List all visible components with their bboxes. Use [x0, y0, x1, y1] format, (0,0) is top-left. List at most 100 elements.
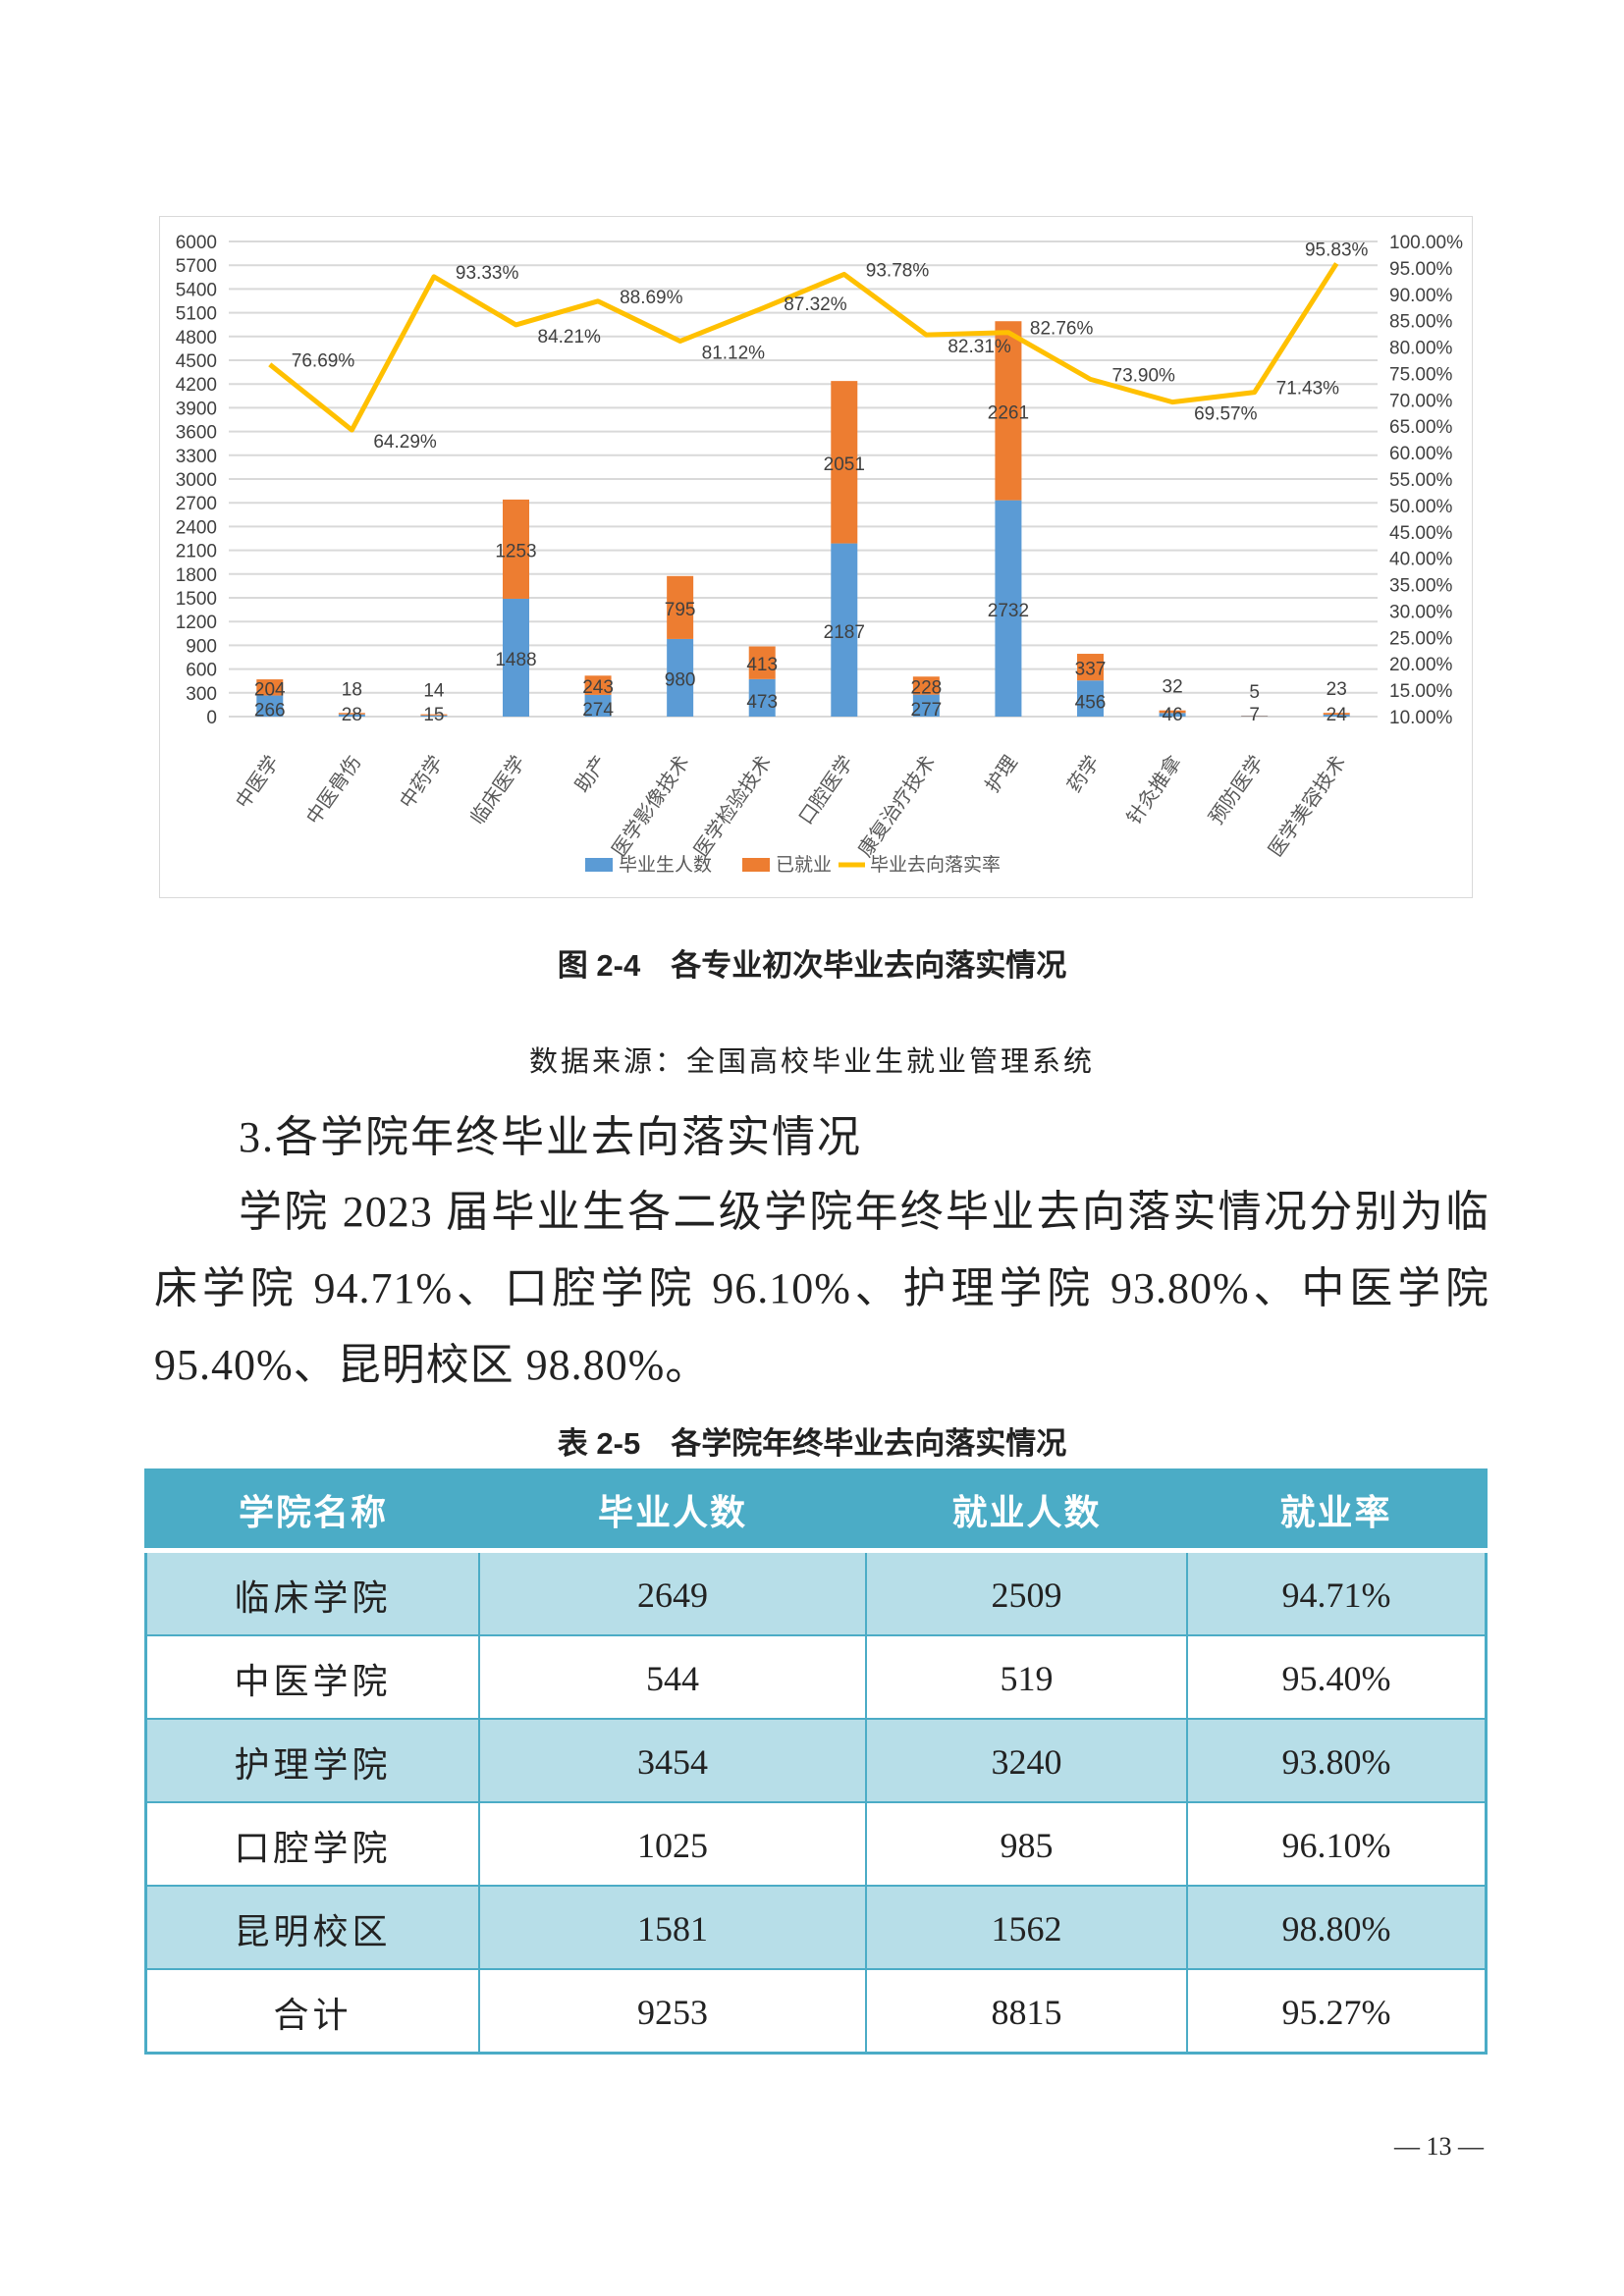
- bar-graduates-label: 46: [1163, 705, 1183, 725]
- bar-graduates-label: 277: [911, 700, 943, 721]
- chart-container: 0 300 600 900 1200 1500 1800 2100 2400 2700 3000 33…: [159, 216, 1473, 898]
- cell-graduates: 1025: [478, 1801, 867, 1887]
- y-right-tick-label: 90.00%: [1389, 286, 1453, 306]
- y-left-tick-label: 5700: [176, 256, 217, 277]
- y-right-tick-label: 45.00%: [1389, 523, 1453, 544]
- bar-employed: [584, 675, 612, 695]
- bar-graduates: [338, 714, 365, 717]
- bar-graduates-label: 1488: [495, 650, 536, 670]
- x-tick-label: 针灸推拿: [1121, 751, 1186, 828]
- cell-rate: 98.80%: [1186, 1885, 1488, 1970]
- y-left-tick-label: 3900: [176, 399, 217, 419]
- y-left-tick-label: 4200: [176, 375, 217, 396]
- bar-graduates: [1241, 716, 1269, 717]
- cell-college: 口腔学院: [144, 1801, 480, 1887]
- bar-graduates: [667, 638, 694, 717]
- bar-employed: [831, 381, 858, 544]
- line-data-label: 71.43%: [1276, 379, 1340, 400]
- legend-swatch-graduates: [585, 858, 613, 872]
- legend-label-rate: 毕业去向落实率: [870, 854, 1001, 876]
- y-right-tick-label: 25.00%: [1389, 628, 1453, 649]
- legend-label-employed: 已就业: [776, 854, 832, 876]
- line-data-label: 93.33%: [456, 263, 519, 284]
- y-right-tick-label: 60.00%: [1389, 444, 1453, 464]
- line-data-label: 82.76%: [1030, 319, 1094, 340]
- bar-employed: [748, 646, 776, 679]
- header-employed: 就业人数: [866, 1469, 1187, 1553]
- y-left-tick-label: 3600: [176, 423, 217, 444]
- bar-employed-label: 204: [254, 679, 286, 700]
- x-tick-label: 护理: [981, 752, 1022, 797]
- line-data-label: 64.29%: [373, 432, 437, 453]
- bar-graduates: [1323, 715, 1350, 717]
- bar-graduates-label: 456: [1075, 693, 1107, 714]
- bar-employed-label: 18: [342, 679, 362, 700]
- y-left-tick-label: 1500: [176, 589, 217, 610]
- x-tick-label: 医学美容技术: [1264, 752, 1350, 861]
- x-tick-label: 康复治疗技术: [854, 752, 941, 861]
- cell-employed: 2509: [865, 1549, 1188, 1636]
- cell-college: 合计: [144, 1968, 480, 2055]
- bar-employed-label: 5: [1249, 682, 1260, 703]
- figure-source: 数据来源：全国高校毕业生就业管理系统: [528, 1046, 1095, 1078]
- y-left-tick-label: 600: [186, 661, 217, 681]
- y-left-tick-label: 3000: [176, 470, 217, 491]
- college-employment-table: 学院名称 毕业人数 就业人数 就业率 临床学院 2649 2509 94.71% 中医学…: [144, 1468, 1488, 2055]
- section-heading: 3.各学院年终毕业去向落实情况: [239, 1113, 862, 1161]
- bar-employed-label: 2261: [988, 402, 1029, 423]
- y-left-tick-label: 4500: [176, 351, 217, 372]
- bar-graduates-label: 2187: [824, 622, 865, 643]
- x-tick-label: 中药学: [396, 752, 448, 813]
- bar-graduates-label: 2732: [988, 601, 1029, 621]
- cell-college: 昆明校区: [144, 1885, 480, 1970]
- table-row: 护理学院 3454 3240 93.80%: [144, 1718, 1488, 1803]
- y-right-tick-label: 50.00%: [1389, 497, 1453, 517]
- x-tick-label: 口腔医学: [794, 752, 858, 829]
- bar-graduates: [995, 500, 1022, 717]
- cell-college: 临床学院: [144, 1549, 480, 1636]
- cell-rate: 95.27%: [1186, 1968, 1488, 2055]
- y-left-tick-label: 5100: [176, 304, 217, 325]
- stacked-bar-line-chart: 0 300 600 900 1200 1500 1800 2100 2400 2700 3000 33…: [176, 233, 1463, 876]
- cell-employed: 519: [865, 1634, 1188, 1720]
- y-right-tick-label: 100.00%: [1389, 233, 1463, 253]
- y-left-tick-label: 1200: [176, 613, 217, 633]
- cell-rate: 94.71%: [1186, 1549, 1488, 1636]
- bar-employed-label: 1253: [495, 541, 536, 561]
- header-rate: 就业率: [1187, 1469, 1487, 1553]
- line-data-label: 84.21%: [538, 327, 602, 347]
- y-left-tick-label: 5400: [176, 280, 217, 300]
- bar-employed-label: 23: [1326, 679, 1347, 700]
- cell-rate: 95.40%: [1186, 1634, 1488, 1720]
- bar-graduates-label: 28: [342, 705, 362, 725]
- cell-rate: 93.80%: [1186, 1718, 1488, 1803]
- bar-employed: [912, 676, 940, 695]
- bar-graduates-label: 274: [582, 700, 614, 721]
- bar-employed: [1323, 713, 1350, 716]
- cell-graduates: 2649: [478, 1549, 867, 1636]
- bar-graduates-label: 266: [254, 700, 286, 721]
- cell-graduates: 3454: [478, 1718, 867, 1803]
- bar-graduates: [420, 715, 448, 717]
- x-tick-label: 中医骨伤: [302, 752, 366, 829]
- bar-employed: [338, 713, 365, 715]
- y-left-tick-label: 6000: [176, 233, 217, 253]
- bar-graduates: [748, 678, 776, 717]
- bar-employed-label: 337: [1075, 660, 1107, 680]
- bar-employed-label: 2051: [824, 454, 865, 475]
- y-right-tick-label: 75.00%: [1389, 364, 1453, 385]
- cell-graduates: 544: [478, 1634, 867, 1720]
- header-graduates: 毕业人数: [479, 1469, 866, 1553]
- header-college: 学院名称: [145, 1469, 479, 1553]
- y-right-tick-label: 95.00%: [1389, 259, 1453, 280]
- cell-graduates: 9253: [478, 1968, 867, 2055]
- bar-graduates-label: 980: [665, 669, 696, 690]
- x-tick-label: 中医学: [231, 752, 283, 813]
- x-tick-label: 助产: [570, 752, 612, 797]
- line-data-label: 76.69%: [292, 350, 355, 371]
- y-left-tick-label: 4800: [176, 328, 217, 348]
- page-number: — 13 —: [1394, 2132, 1484, 2161]
- bar-graduates-label: 24: [1326, 705, 1348, 725]
- line-data-label: 93.78%: [866, 260, 930, 281]
- bar-graduates: [584, 694, 612, 717]
